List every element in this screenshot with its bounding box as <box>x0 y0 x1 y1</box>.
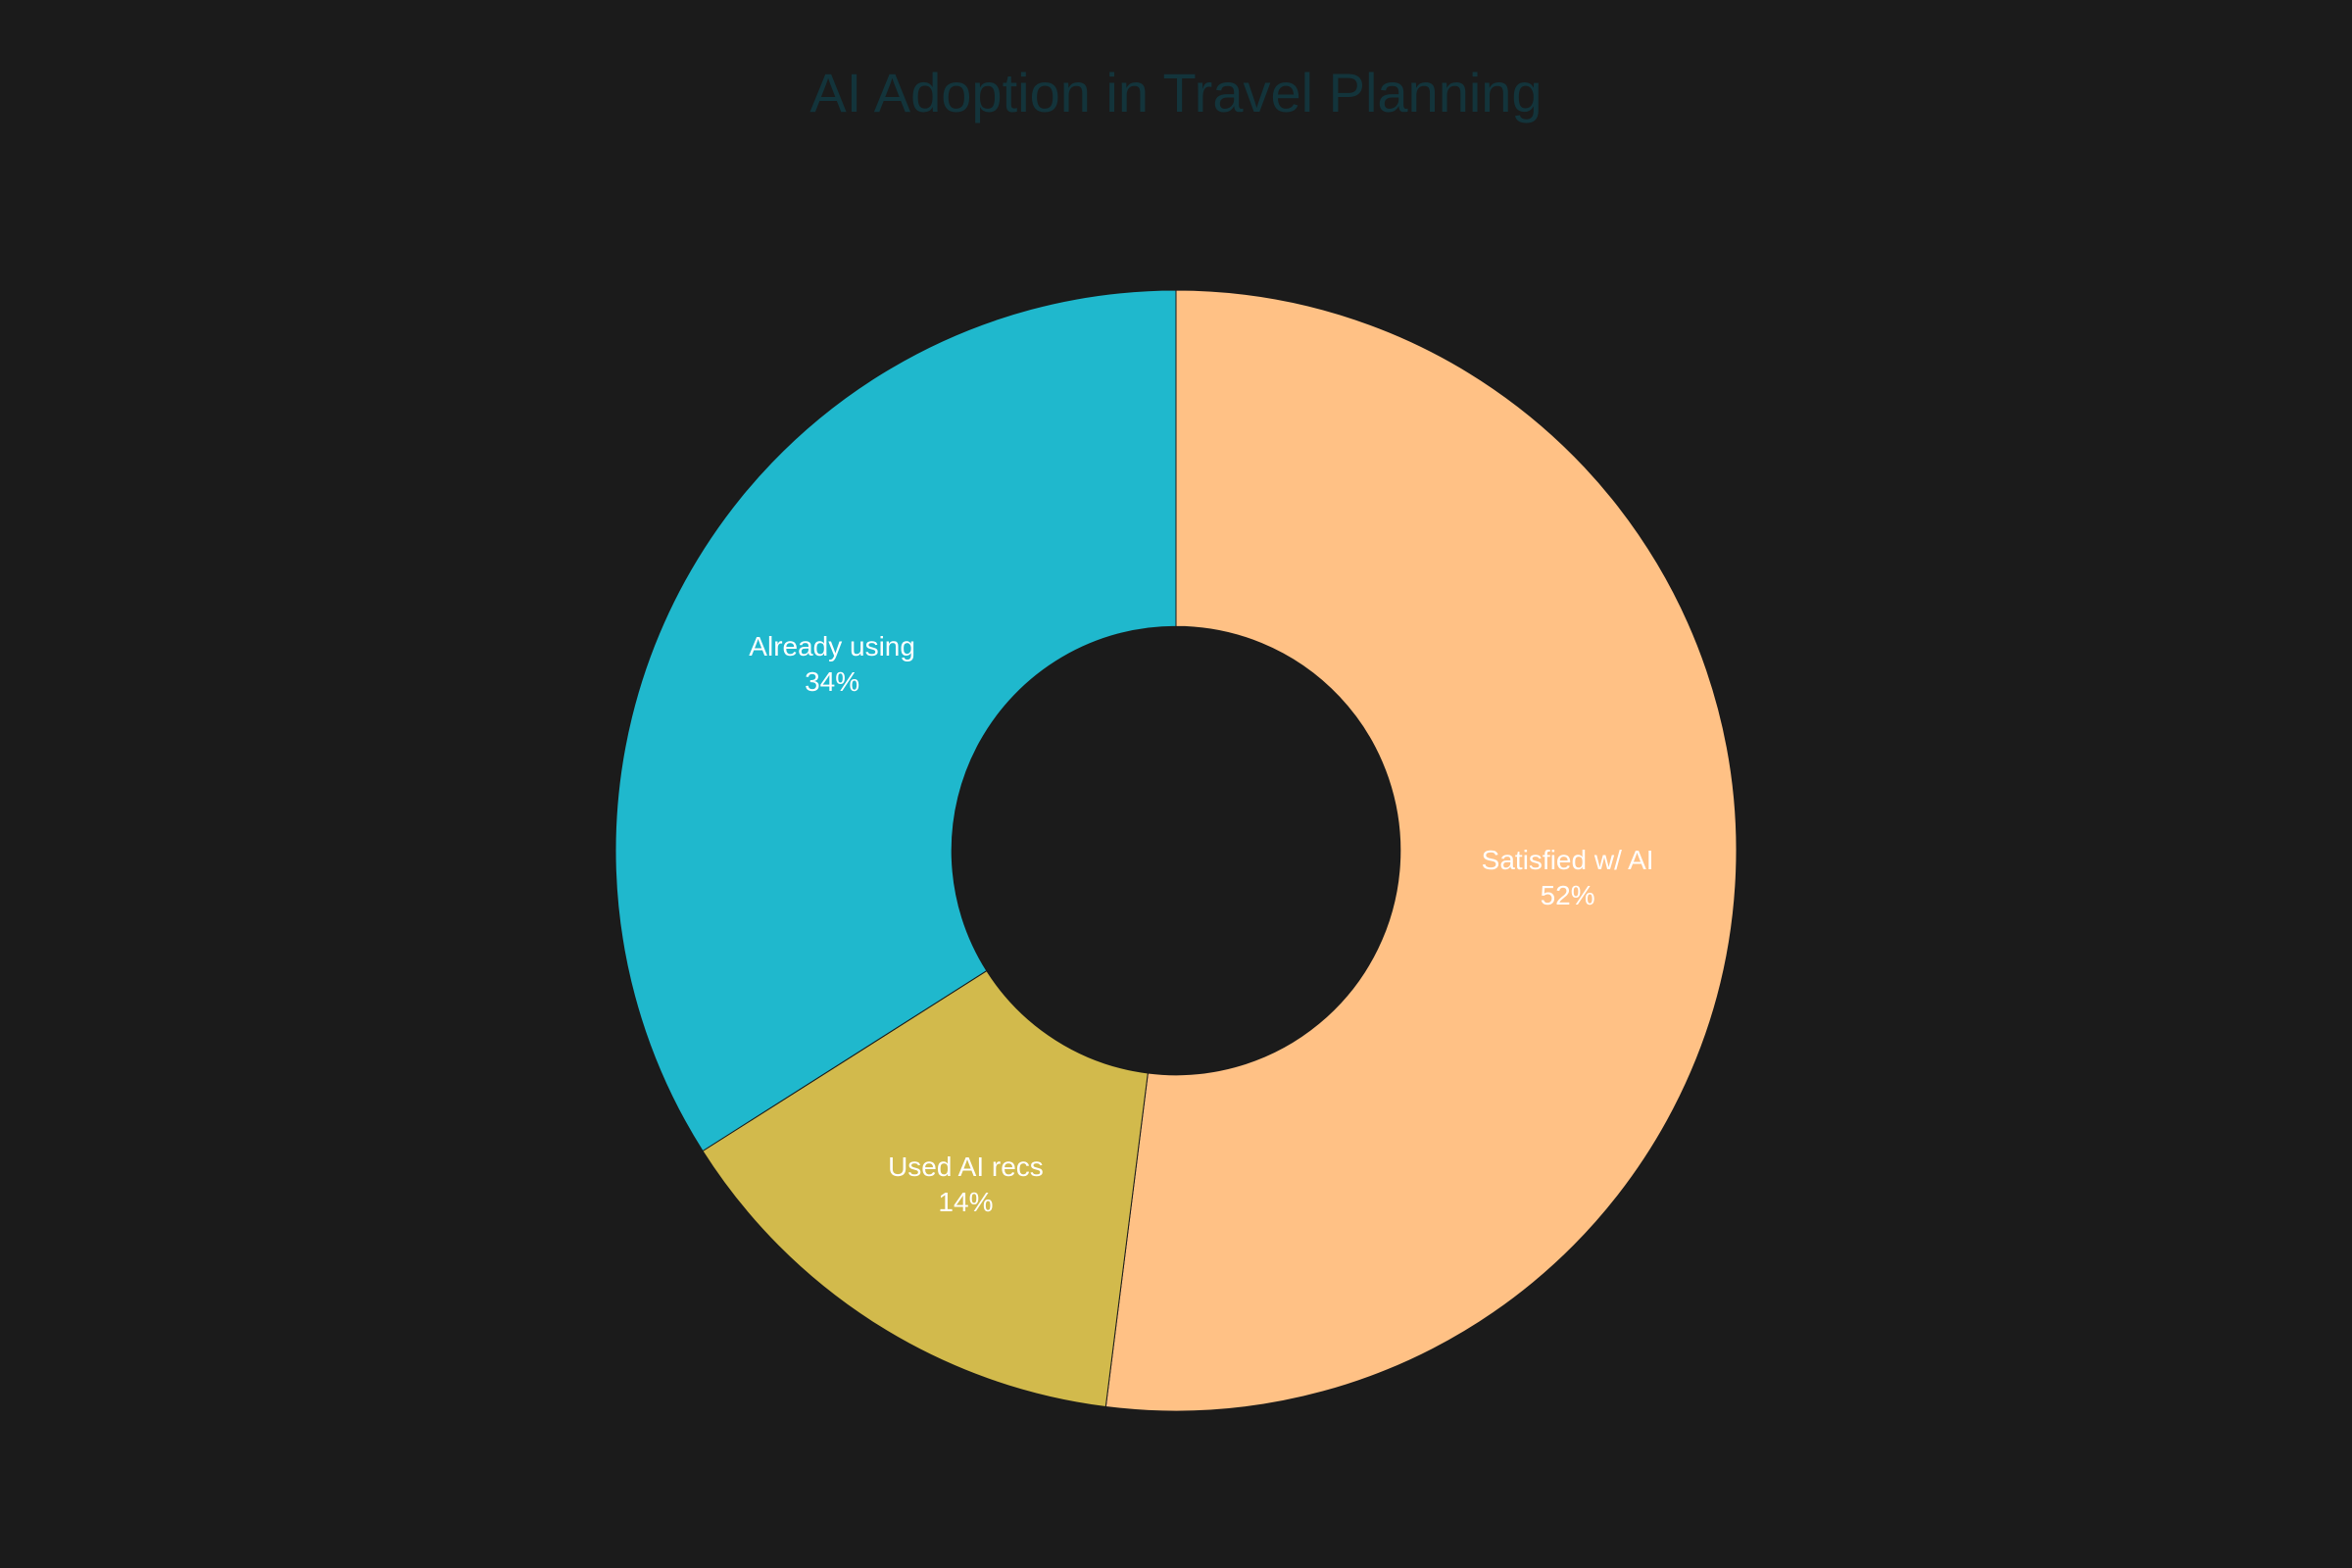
slice-label: Satisfied w/ AI 52% <box>1482 845 1654 910</box>
slice-label-percent: 34% <box>805 666 859 697</box>
slice-label-name: Already using <box>749 631 915 662</box>
donut-slice-satisfied-w-ai[interactable] <box>1104 289 1738 1412</box>
slice-label-name: Satisfied w/ AI <box>1482 845 1654 875</box>
slice-label: Used AI recs 14% <box>888 1152 1044 1217</box>
chart-title: AI Adoption in Travel Planning <box>809 62 1543 123</box>
donut-slice-already-using[interactable] <box>614 289 1177 1152</box>
slice-label-percent: 52% <box>1541 880 1595 910</box>
slice-label-name: Used AI recs <box>888 1152 1044 1182</box>
donut-slice-used-ai-recs[interactable] <box>702 969 1149 1408</box>
slice-label: Already using 34% <box>749 631 915 697</box>
slice-label-percent: 14% <box>938 1187 993 1217</box>
